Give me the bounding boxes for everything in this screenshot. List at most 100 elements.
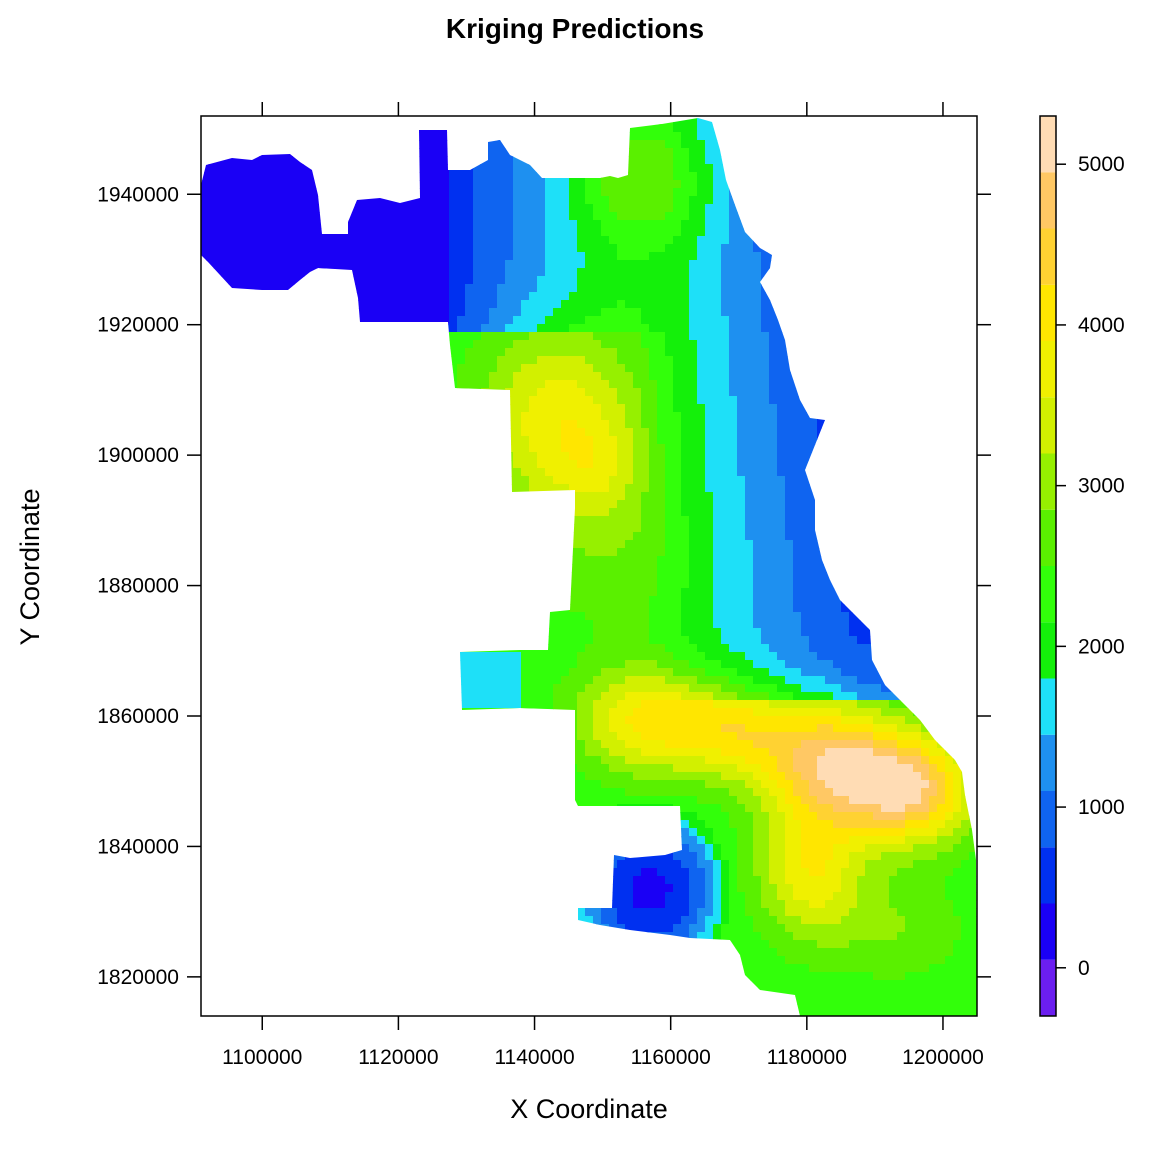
surface-cell: [201, 396, 450, 405]
surface-cell: [201, 164, 450, 173]
surface-cell: [681, 508, 714, 517]
surface-cell: [785, 492, 826, 501]
surface-cell: [617, 700, 642, 709]
surface-cell: [809, 388, 977, 397]
surface-cell: [201, 660, 458, 669]
surface-cell: [593, 620, 650, 629]
surface-cell: [721, 804, 746, 813]
surface-cell: [601, 180, 682, 189]
surface-cell: [689, 516, 714, 525]
surface-cell: [689, 332, 730, 341]
surface-cell: [489, 516, 538, 525]
surface-cell: [529, 396, 594, 405]
surface-cell: [505, 428, 522, 437]
surface-cell: [769, 788, 786, 797]
surface-cell: [737, 884, 762, 893]
surface-cell: [585, 932, 602, 941]
surface-cell: [201, 988, 977, 997]
surface-cell: [761, 276, 794, 285]
surface-cell: [913, 860, 962, 869]
surface-cell: [921, 756, 930, 765]
surface-cell: [681, 420, 706, 429]
surface-cell: [593, 924, 610, 933]
surface-cell: [881, 804, 906, 813]
surface-cell: [585, 844, 594, 853]
surface-cell: [929, 964, 977, 973]
surface-cell: [929, 780, 938, 789]
surface-cell: [761, 636, 810, 645]
surface-cell: [705, 140, 722, 149]
surface-cell: [905, 812, 930, 821]
surface-cell: [785, 820, 802, 829]
surface-cell: [753, 164, 786, 173]
surface-cell: [753, 772, 770, 781]
surface-cell: [577, 460, 594, 469]
surface-cell: [689, 924, 706, 933]
surface-cell: [201, 428, 450, 437]
surface-cell: [721, 636, 762, 645]
surface-cell: [841, 876, 858, 885]
surface-cell: [593, 628, 650, 637]
surface-cell: [473, 118, 514, 125]
surface-cell: [585, 900, 594, 909]
surface-cell: [817, 796, 850, 805]
surface-cell: [825, 460, 977, 469]
surface-cell: [481, 436, 506, 445]
surface-cell: [753, 556, 794, 565]
surface-cell: [761, 292, 802, 301]
surface-cell: [473, 340, 514, 349]
surface-cell: [553, 118, 586, 125]
surface-cell: [609, 380, 634, 389]
surface-cell: [681, 460, 706, 469]
surface-cell: [689, 212, 706, 221]
surface-cell: [769, 820, 786, 829]
surface-cell: [201, 716, 554, 725]
surface-cell: [441, 324, 458, 333]
surface-cell: [721, 852, 738, 861]
surface-cell: [705, 204, 730, 213]
surface-cell: [649, 484, 666, 493]
surface-cell: [201, 836, 586, 845]
surface-cell: [705, 460, 738, 469]
surface-cell: [745, 476, 786, 485]
surface-cell: [713, 588, 754, 597]
surface-cell: [201, 748, 562, 757]
surface-cell: [473, 236, 514, 245]
surface-cell: [841, 572, 977, 581]
surface-cell: [697, 340, 730, 349]
surface-cell: [833, 660, 922, 669]
surface-cell: [617, 212, 666, 221]
surface-cell: [569, 900, 578, 909]
surface-cell: [689, 828, 698, 837]
y-tick-label: 1920000: [97, 314, 179, 337]
surface-cell: [473, 220, 514, 229]
surface-cell: [817, 436, 977, 445]
surface-cell: [753, 148, 778, 157]
surface-cell: [921, 732, 938, 741]
surface-cell: [945, 884, 977, 893]
surface-cell: [729, 164, 754, 173]
surface-cell: [449, 220, 474, 229]
surface-cell: [961, 836, 977, 845]
surface-cell: [793, 236, 977, 245]
surface-cell: [201, 484, 466, 493]
kriging-surface: [201, 118, 977, 1016]
surface-cell: [625, 676, 666, 685]
y-tick-label: 1940000: [97, 183, 179, 206]
surface-cell: [873, 748, 898, 757]
surface-cell: [577, 764, 610, 773]
surface-cell: [201, 692, 458, 701]
surface-cell: [585, 428, 610, 437]
surface-cell: [905, 820, 930, 829]
surface-cell: [593, 836, 602, 845]
surface-cell: [961, 788, 977, 797]
surface-cell: [609, 484, 626, 493]
surface-cell: [729, 228, 754, 237]
surface-cell: [545, 148, 570, 157]
surface-cell: [561, 596, 650, 605]
surface-cell: [465, 292, 498, 301]
surface-cell: [745, 118, 778, 125]
surface-cell: [569, 484, 610, 493]
surface-cell: [681, 452, 706, 461]
surface-cell: [641, 828, 658, 837]
